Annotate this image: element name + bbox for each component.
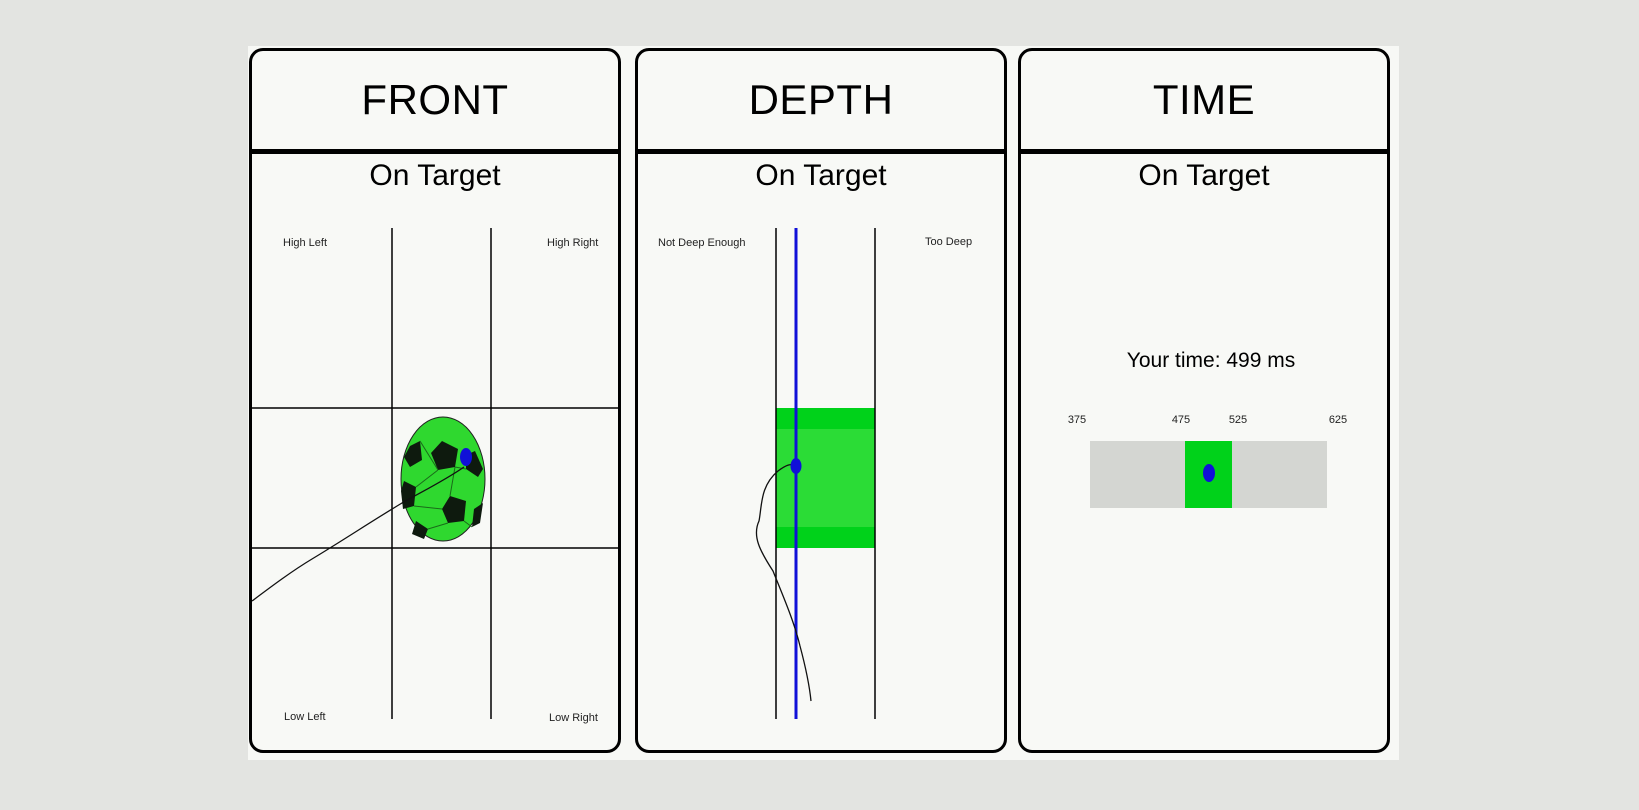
depth-panel-title: DEPTH <box>748 76 894 123</box>
time-panel-title: TIME <box>1152 76 1256 123</box>
time-marker-icon <box>1203 464 1215 482</box>
label-high-right: High Right <box>547 237 598 249</box>
label-low-right: Low Right <box>549 712 598 724</box>
depth-panel: DEPTH On Target Not Deep Enough Too Deep <box>635 48 1007 753</box>
label-high-left: High Left <box>283 237 327 249</box>
time-chart: Your time: 499 ms 375 475 525 625 <box>1068 349 1347 508</box>
time-result-text: Your time: 499 ms <box>1127 349 1295 372</box>
front-status: On Target <box>369 159 501 192</box>
depth-marker-icon <box>790 458 802 474</box>
label-low-left: Low Left <box>284 711 326 723</box>
scale-label-min: 375 <box>1068 414 1086 426</box>
label-not-deep-enough: Not Deep Enough <box>658 237 745 249</box>
time-panel: TIME On Target Your time: 499 ms 375 475… <box>1018 48 1390 753</box>
front-panel: FRONT On Target High Left High Right Low… <box>249 48 621 753</box>
scale-label-target-low: 475 <box>1172 414 1190 426</box>
depth-status: On Target <box>755 159 887 192</box>
depth-target-chart: Not Deep Enough Too Deep <box>658 228 972 719</box>
front-target-grid: High Left High Right Low Left Low Right <box>252 228 618 724</box>
soccer-ball-icon <box>400 416 486 542</box>
depth-target-zone-inner <box>776 429 875 527</box>
dot-marker-icon <box>460 448 472 466</box>
depth-trajectory <box>755 464 812 702</box>
scale-label-target-high: 525 <box>1229 414 1247 426</box>
ball-trajectory <box>252 466 465 602</box>
depth-panel-header: DEPTH <box>638 51 1004 154</box>
time-panel-header: TIME <box>1021 51 1387 154</box>
front-panel-header: FRONT <box>252 51 618 154</box>
label-too-deep: Too Deep <box>925 236 972 248</box>
front-panel-title: FRONT <box>361 76 509 123</box>
scale-label-max: 625 <box>1329 414 1347 426</box>
time-status: On Target <box>1138 159 1270 192</box>
